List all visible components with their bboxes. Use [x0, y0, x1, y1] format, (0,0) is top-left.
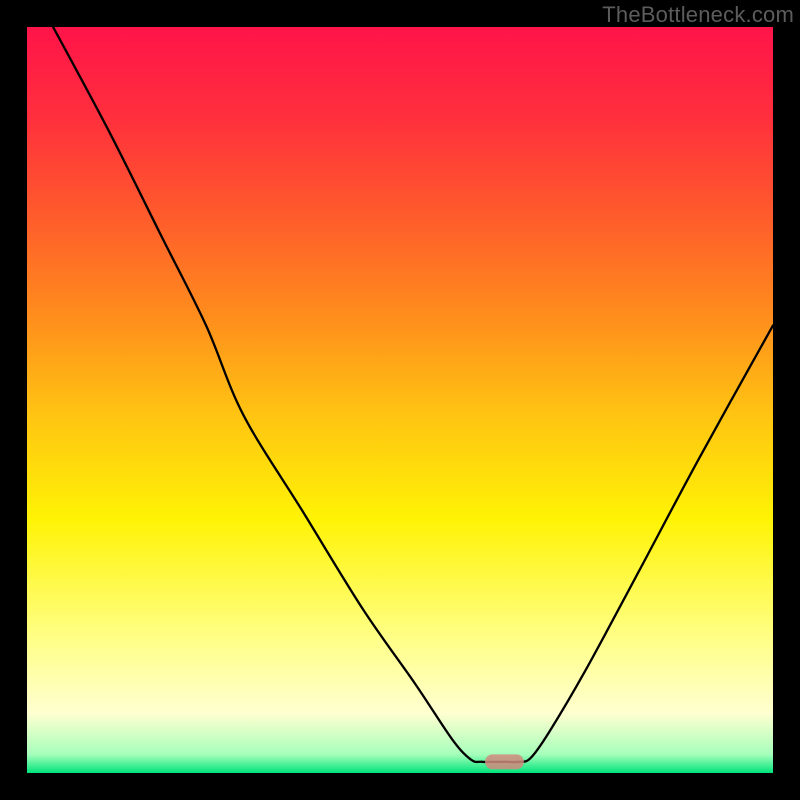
chart-frame: TheBottleneck.com	[0, 0, 800, 800]
bottleneck-curve-chart	[27, 27, 773, 773]
plot-area	[27, 27, 773, 773]
minimum-marker	[485, 754, 524, 769]
watermark-text: TheBottleneck.com	[602, 2, 794, 28]
